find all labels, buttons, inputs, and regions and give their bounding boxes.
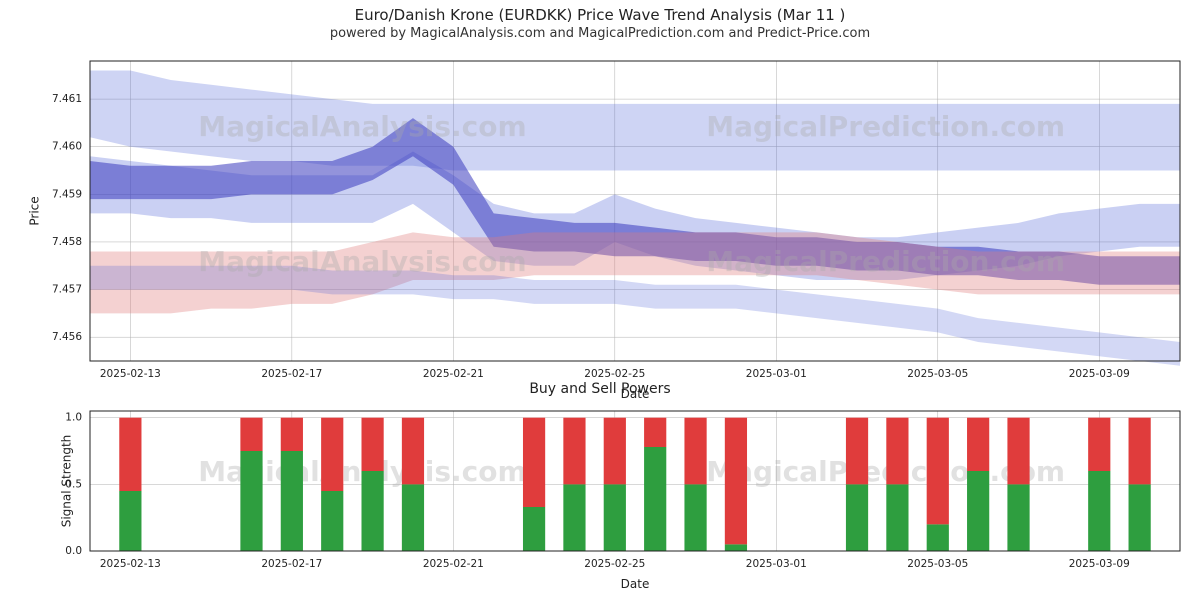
svg-text:0.5: 0.5 <box>65 478 82 490</box>
svg-text:2025-02-13: 2025-02-13 <box>100 558 161 570</box>
powers-chart-panel: Signal Strength Date 0.00.51.02025-02-13… <box>90 411 1180 551</box>
svg-text:2025-02-13: 2025-02-13 <box>100 368 161 380</box>
svg-text:2025-03-09: 2025-03-09 <box>1069 558 1130 570</box>
svg-text:1.0: 1.0 <box>65 412 82 424</box>
svg-text:2025-02-21: 2025-02-21 <box>423 558 484 570</box>
svg-text:7.459: 7.459 <box>52 188 82 200</box>
svg-text:7.457: 7.457 <box>52 284 82 296</box>
svg-text:7.460: 7.460 <box>52 141 82 153</box>
powers-chart-title: Buy and Sell Powers <box>0 381 1200 397</box>
price-chart-svg: 7.4567.4577.4587.4597.4607.4612025-02-13… <box>90 61 1180 361</box>
svg-text:7.458: 7.458 <box>52 236 82 248</box>
svg-text:MagicalPrediction.com: MagicalPrediction.com <box>706 245 1065 278</box>
svg-text:7.461: 7.461 <box>52 93 82 105</box>
svg-text:MagicalPrediction.com: MagicalPrediction.com <box>706 110 1065 143</box>
price-y-axis-label: Price <box>28 196 42 225</box>
chart-title-sub: powered by MagicalAnalysis.com and Magic… <box>0 26 1200 41</box>
svg-text:MagicalAnalysis.com: MagicalAnalysis.com <box>198 110 526 143</box>
svg-text:2025-02-25: 2025-02-25 <box>584 368 645 380</box>
svg-text:2025-02-25: 2025-02-25 <box>584 558 645 570</box>
svg-text:2025-03-05: 2025-03-05 <box>907 558 968 570</box>
chart-title-main: Euro/Danish Krone (EURDKK) Price Wave Tr… <box>0 6 1200 24</box>
svg-text:0.0: 0.0 <box>65 545 82 557</box>
svg-text:2025-03-01: 2025-03-01 <box>746 368 807 380</box>
svg-text:MagicalAnalysis.com: MagicalAnalysis.com <box>198 245 526 278</box>
svg-text:2025-03-05: 2025-03-05 <box>907 368 968 380</box>
svg-text:7.456: 7.456 <box>52 331 82 343</box>
powers-chart-svg: 0.00.51.02025-02-132025-02-172025-02-212… <box>90 411 1180 551</box>
svg-text:2025-03-01: 2025-03-01 <box>746 558 807 570</box>
svg-text:2025-02-17: 2025-02-17 <box>261 558 322 570</box>
price-chart-panel: Price Date 7.4567.4577.4587.4597.4607.46… <box>90 61 1180 361</box>
powers-x-axis-label: Date <box>90 577 1180 591</box>
svg-text:2025-02-21: 2025-02-21 <box>423 368 484 380</box>
svg-text:2025-02-17: 2025-02-17 <box>261 368 322 380</box>
svg-text:2025-03-09: 2025-03-09 <box>1069 368 1130 380</box>
